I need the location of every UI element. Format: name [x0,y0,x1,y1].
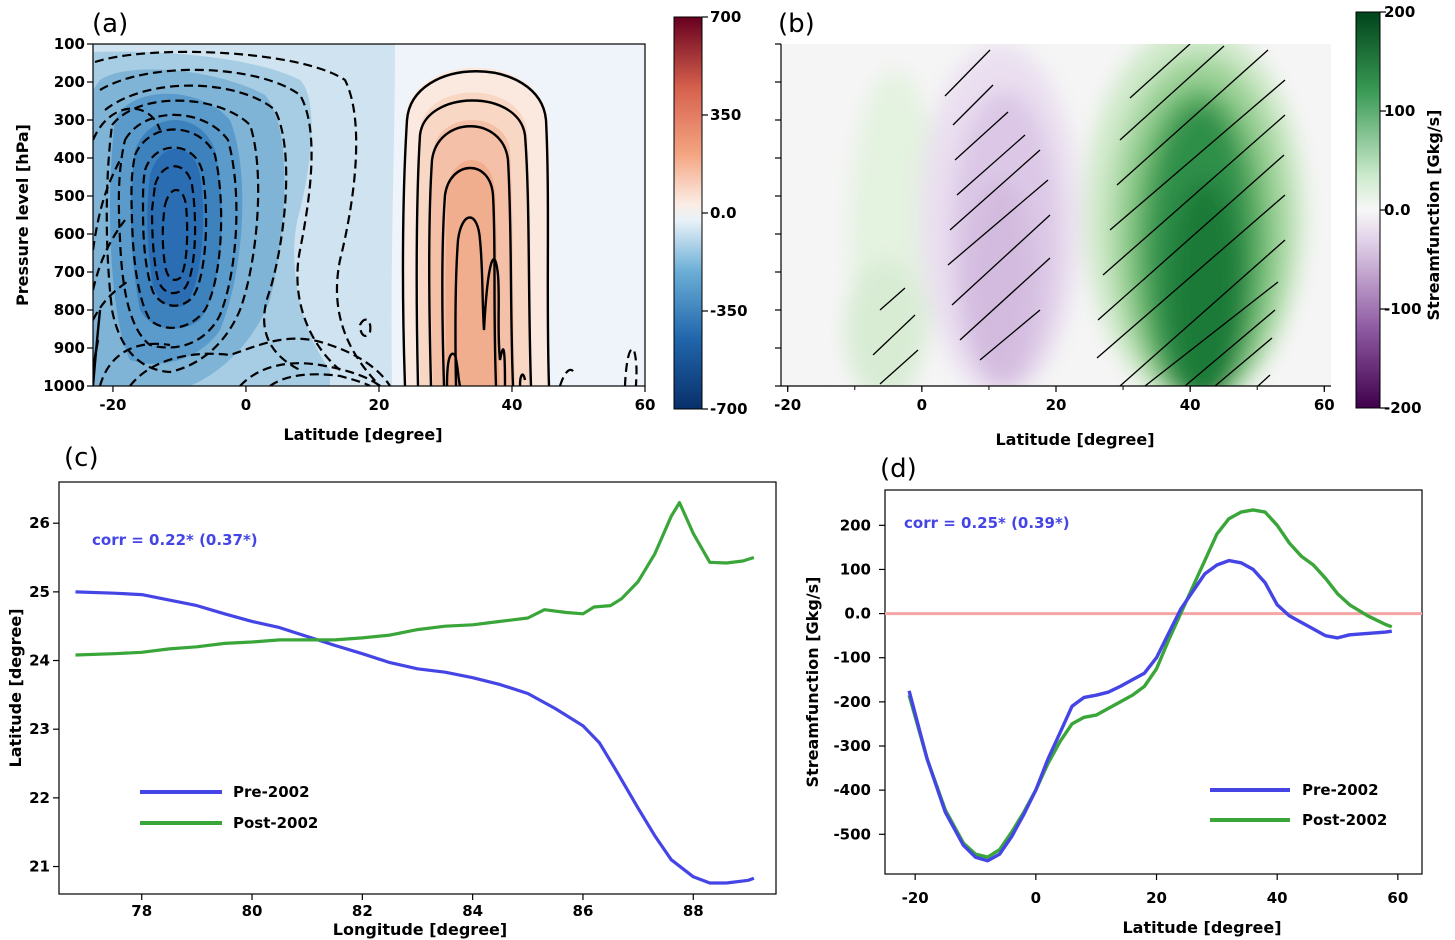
x-tick-label: 60 [1387,889,1408,907]
series-line-post-2002 [907,508,1393,859]
colorbar-tick-label: 700 [710,8,741,26]
y-tick-label: 500 [54,187,85,205]
x-tick-label: 80 [242,902,263,920]
x-tick-label: 0 [1031,889,1041,907]
panel-b-colorbar-label: Streamfunction [Gkg/s] [1424,110,1443,321]
panel-c-annotation: corr = 0.22* (0.37*) [92,531,258,549]
x-tick-label: 20 [1146,889,1167,907]
legend-pre-2002-label: Pre-2002 [233,783,310,801]
colorbar-tick-label: 350 [710,106,741,124]
series-line-post-2002 [75,501,755,657]
y-tick-label: 900 [54,339,85,357]
y-tick-label: 600 [54,225,85,243]
colorbar-tick-label: 0.0 [710,204,737,222]
y-tick-label: 26 [29,514,50,532]
y-tick-label: 700 [54,263,85,281]
x-tick-label: 78 [131,902,152,920]
x-tick-label: 0 [241,396,251,414]
series-line-pre-2002 [907,558,1393,863]
panel-d-lines [885,508,1422,863]
panel-c-ylabel: Latitude [degree] [6,608,25,767]
panel-c-xlabel: Longitude [degree] [333,920,507,939]
panel-a-xlabel: Latitude [degree] [283,425,442,444]
x-tick-label: 60 [635,396,656,414]
panel-b-letter: (b) [778,9,815,39]
y-tick-label: 200 [54,73,85,91]
panel-b: (b) [774,3,1443,449]
x-tick-label: 0 [917,396,927,414]
panel-a: (a) [13,8,748,444]
x-tick-label: 84 [462,902,483,920]
y-tick-label: -500 [833,825,871,843]
y-tick-label: 800 [54,301,85,319]
colorbar-tick-label: 200 [1384,3,1415,21]
x-tick-label: 20 [1046,396,1067,414]
x-tick-label: -20 [99,396,126,414]
y-tick-label: 200 [840,516,871,534]
panel-a-colorbar [673,16,703,410]
panel-c-letter: (c) [64,443,99,473]
x-tick-label: 20 [369,396,390,414]
y-tick-label: -400 [833,781,871,799]
y-tick-label: -300 [833,737,871,755]
x-tick-label: 82 [352,902,373,920]
x-tick-label: 40 [1267,889,1288,907]
panel-a-letter: (a) [92,9,128,39]
x-tick-label: 88 [683,902,704,920]
panel-a-axes: -20 0 20 40 60 100 200 300 400 500 600 700 800 900 100… [43,35,655,414]
panel-a-ylabel: Pressure level [hPa] [13,124,32,306]
panel-c-legend: Pre-2002 Post-2002 [140,783,318,832]
panel-c-axes: 78 80 82 84 86 88 21 22 23 24 25 26 [29,514,704,920]
panel-d-letter: (d) [880,454,917,484]
panel-d-xlabel: Latitude [degree] [1122,918,1281,937]
colorbar-tick-label: -200 [1384,399,1422,417]
panel-b-colorbar [1355,11,1381,409]
y-tick-label: 24 [29,652,50,670]
y-tick-label: 21 [29,858,50,876]
panel-c-lines [75,501,755,885]
panel-d-frame [884,489,1423,875]
panel-a-field [93,44,645,386]
colorbar-tick-label: -100 [1384,300,1422,318]
panel-b-colorbar-ticks: 200 100 0.0 -100 -200 [1380,3,1422,417]
x-tick-label: 40 [1180,396,1201,414]
panel-b-xlabel: Latitude [degree] [995,430,1154,449]
colorbar-tick-label: -700 [710,400,748,418]
y-tick-label: -200 [833,693,871,711]
y-tick-label: 100 [840,560,871,578]
y-tick-label: 1000 [43,377,85,395]
panel-d-legend: Pre-2002 Post-2002 [1210,781,1387,829]
colorbar-tick-label: 100 [1384,102,1415,120]
y-tick-label: -100 [833,649,871,667]
legend-post-2002-label: Post-2002 [233,814,318,832]
panel-d: (d) -20 0 20 40 602001000.0-100-200-300-400-… [803,454,1423,937]
y-tick-label: 25 [29,583,50,601]
y-tick-label: 22 [29,789,50,807]
y-tick-label: 0.0 [844,605,871,623]
x-tick-label: 60 [1314,396,1335,414]
colorbar-tick-label: 0.0 [1384,201,1411,219]
y-tick-label: 23 [29,720,50,738]
x-tick-label: -20 [902,889,929,907]
y-tick-label: 400 [54,149,85,167]
y-tick-label: 300 [54,111,85,129]
panel-d-ylabel: Streamfunction [Gkg/s] [803,577,822,788]
x-tick-label: -20 [774,396,801,414]
legend-post-2002-label: Post-2002 [1302,811,1387,829]
panel-c: (c) 78 80 82 84 86 88 21 22 23 24 25 26 corr = 0.22… [6,443,777,939]
panel-b-field [781,44,1331,386]
series-line-pre-2002 [75,590,755,885]
panel-a-colorbar-ticks: 700 350 0.0 -350 -700 [702,8,748,418]
legend-pre-2002-label: Pre-2002 [1302,781,1379,799]
x-tick-label: 86 [573,902,594,920]
panel-b-axes: -20 0 20 40 60 [774,43,1335,414]
x-tick-label: 40 [502,396,523,414]
panel-d-annotation: corr = 0.25* (0.39*) [904,514,1070,532]
colorbar-tick-label: -350 [710,302,748,320]
y-tick-label: 100 [54,35,85,53]
